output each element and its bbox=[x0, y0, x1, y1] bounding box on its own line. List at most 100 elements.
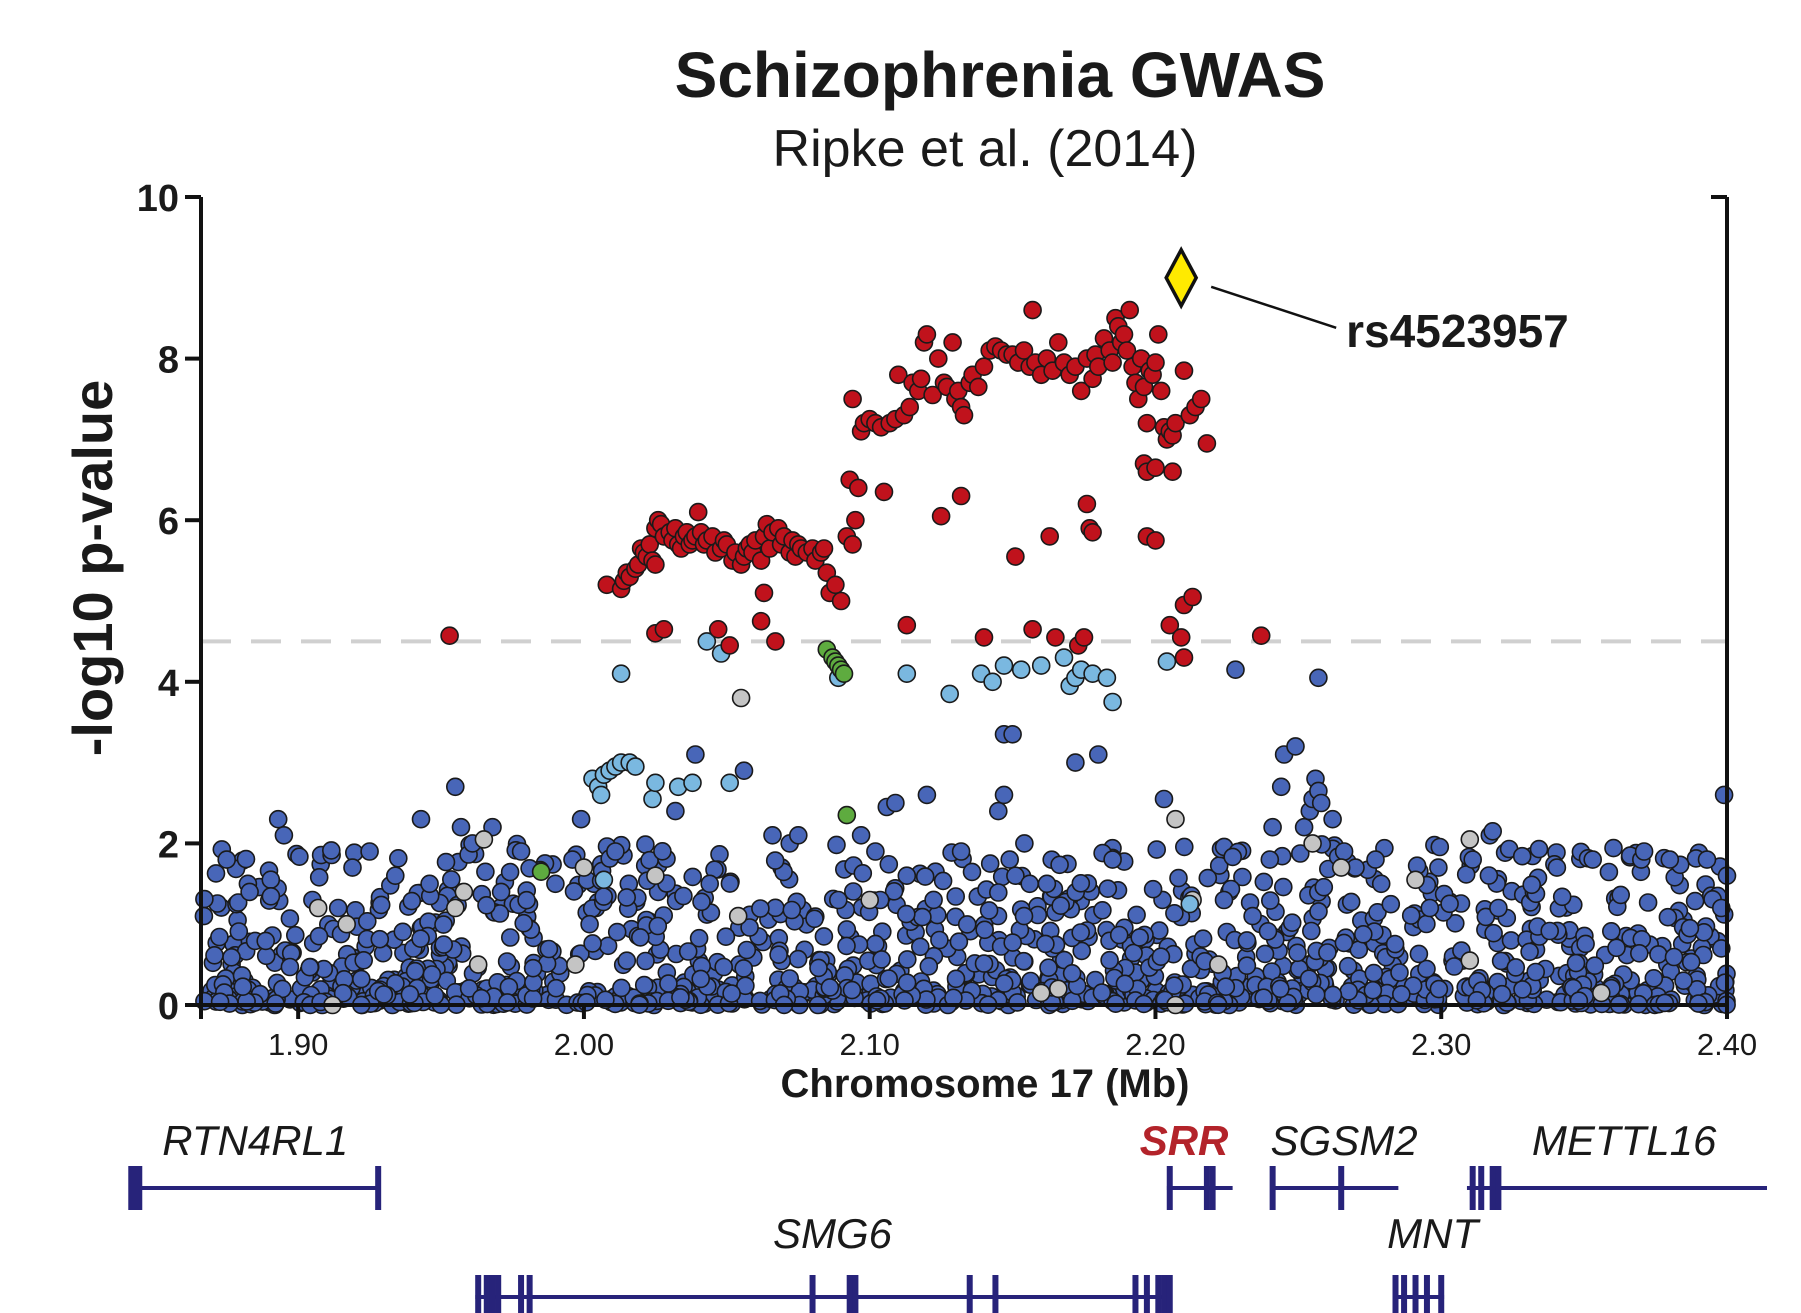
gene-exon bbox=[1132, 1275, 1139, 1313]
gene-mettl16: METTL16 bbox=[1466, 1117, 1768, 1210]
snp-point-blue bbox=[1338, 956, 1358, 976]
gene-smg6: SMG6 bbox=[475, 1210, 1173, 1313]
snp-point-blue bbox=[866, 934, 885, 954]
chart-subtitle: Ripke et al. (2014) bbox=[773, 120, 1198, 178]
snp-point-lightblue bbox=[1054, 648, 1074, 667]
snp-point-blue bbox=[1164, 976, 1184, 996]
snp-point-blue bbox=[1020, 874, 1039, 894]
snp-point-blue bbox=[229, 922, 249, 941]
snp-point-blue bbox=[300, 957, 320, 977]
chart-title: Schizophrenia GWAS bbox=[675, 39, 1326, 111]
snp-point-blue bbox=[1302, 921, 1321, 941]
snp-point-blue bbox=[979, 901, 999, 920]
snp-point-red bbox=[720, 636, 740, 655]
snp-point-blue bbox=[866, 842, 885, 861]
y-tick-label: 4 bbox=[158, 663, 179, 705]
snp-point-red bbox=[1146, 531, 1165, 550]
snp-point-blue bbox=[1323, 809, 1342, 829]
snp-point-red bbox=[751, 611, 771, 631]
snp-point-blue bbox=[1417, 959, 1436, 979]
snp-point-blue bbox=[737, 940, 757, 960]
snp-point-red bbox=[826, 575, 845, 595]
snp-point-blue bbox=[1446, 913, 1465, 933]
snp-point-blue bbox=[451, 817, 471, 837]
snp-point-blue bbox=[405, 961, 425, 981]
snp-point-blue bbox=[1547, 858, 1567, 877]
snp-point-blue bbox=[1127, 905, 1146, 925]
snp-point-blue bbox=[1444, 957, 1464, 976]
snp-point-blue bbox=[913, 907, 932, 927]
snp-point-lightblue bbox=[611, 664, 631, 684]
gene-exon bbox=[1423, 1275, 1430, 1313]
snp-point-red bbox=[911, 369, 931, 389]
snp-point-red bbox=[846, 510, 865, 530]
snp-point-blue bbox=[1520, 942, 1539, 962]
snp-point-blue bbox=[1271, 777, 1291, 797]
snp-point-blue bbox=[988, 883, 1008, 902]
snp-point-blue bbox=[994, 785, 1014, 805]
snp-point-blue bbox=[720, 874, 740, 893]
snp-point-lightblue bbox=[591, 785, 611, 805]
snp-point-grey bbox=[731, 688, 751, 708]
gene-label: SGSM2 bbox=[1271, 1117, 1418, 1164]
scatter-points bbox=[194, 300, 1737, 1015]
snp-point-blue bbox=[280, 957, 300, 977]
snp-point-blue bbox=[1143, 879, 1163, 899]
snp-point-blue bbox=[1071, 873, 1091, 893]
snp-point-blue bbox=[1630, 943, 1649, 963]
snp-point-blue bbox=[1260, 850, 1280, 869]
snp-point-blue bbox=[385, 866, 405, 886]
snp-point-blue bbox=[1526, 962, 1545, 982]
gene-exon bbox=[495, 1275, 502, 1313]
snp-point-blue bbox=[1476, 907, 1496, 927]
snp-point-blue bbox=[994, 974, 1014, 993]
snp-point-blue bbox=[1130, 928, 1149, 947]
snp-point-blue bbox=[1036, 934, 1055, 954]
snp-point-blue bbox=[1103, 850, 1122, 869]
gene-sgsm2: SGSM2 bbox=[1269, 1117, 1418, 1210]
snp-point-red bbox=[1151, 381, 1171, 401]
snp-point-lightblue bbox=[897, 664, 917, 684]
snp-point-blue bbox=[500, 928, 520, 947]
snp-point-blue bbox=[333, 983, 353, 1003]
snp-point-blue bbox=[763, 825, 782, 845]
snp-point-red bbox=[1046, 628, 1065, 647]
snp-point-blue bbox=[388, 848, 408, 868]
snp-point-blue bbox=[1271, 979, 1290, 999]
lead-snp-label: rs4523957 bbox=[1346, 305, 1569, 357]
snp-point-lightblue bbox=[1180, 894, 1200, 914]
snp-point-blue bbox=[1354, 924, 1373, 944]
snp-point-blue bbox=[476, 862, 495, 882]
snp-point-red bbox=[646, 555, 665, 574]
snp-point-red bbox=[1023, 300, 1042, 320]
snp-point-blue bbox=[1463, 850, 1482, 869]
snp-point-blue bbox=[1417, 914, 1436, 934]
snp-point-lightblue bbox=[720, 773, 740, 793]
snp-point-blue bbox=[309, 867, 329, 887]
snp-point-lightblue bbox=[940, 684, 960, 704]
snp-point-grey bbox=[1303, 834, 1322, 853]
snp-point-blue bbox=[1385, 934, 1405, 954]
snp-point-blue bbox=[1522, 875, 1541, 895]
snp-point-blue bbox=[782, 900, 802, 920]
snp-point-green bbox=[834, 664, 854, 684]
snp-point-blue bbox=[689, 928, 709, 948]
gene-exon bbox=[1269, 1166, 1276, 1210]
snp-point-blue bbox=[946, 969, 966, 989]
snp-point-grey bbox=[574, 858, 594, 877]
snp-point-blue bbox=[1681, 952, 1701, 972]
snp-point-red bbox=[1171, 628, 1191, 647]
snp-point-blue bbox=[788, 949, 808, 969]
snp-point-red bbox=[897, 615, 917, 635]
snp-point-blue bbox=[577, 992, 596, 1012]
snp-point-blue bbox=[1314, 877, 1334, 897]
gene-exon bbox=[128, 1166, 143, 1210]
snp-point-blue bbox=[617, 951, 637, 971]
gene-exon bbox=[1438, 1275, 1445, 1313]
snp-point-blue bbox=[1440, 894, 1459, 914]
x-axis-label: Chromosome 17 (Mb) bbox=[781, 1062, 1190, 1106]
snp-point-lightblue bbox=[1103, 692, 1122, 712]
snp-point-red bbox=[1120, 300, 1139, 320]
snp-point-blue bbox=[500, 862, 520, 882]
lead-snp-diamond bbox=[1164, 246, 1199, 310]
